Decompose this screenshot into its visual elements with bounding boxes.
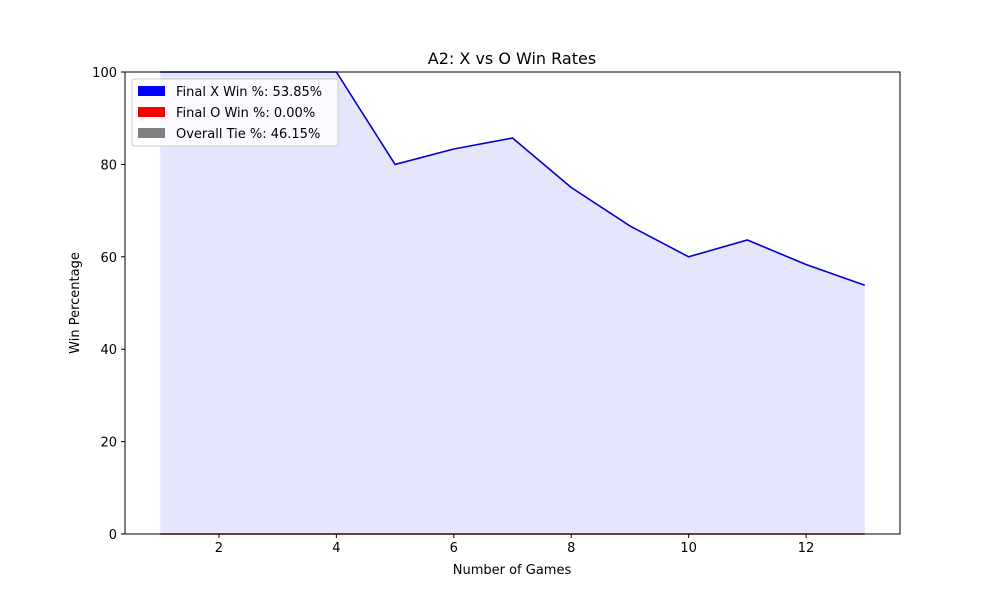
x-axis-ticks: 2 4 6 8 10 12 bbox=[215, 534, 815, 556]
legend-box bbox=[131, 78, 339, 147]
y-tick-label: 40 bbox=[100, 343, 117, 358]
legend-swatch bbox=[138, 107, 165, 117]
y-tick-label: 60 bbox=[100, 251, 117, 266]
y-tick-label: 100 bbox=[92, 66, 117, 81]
x-tick-label: 12 bbox=[798, 541, 815, 556]
plot-frame bbox=[124, 71, 901, 535]
x-tick-label: 6 bbox=[450, 541, 458, 556]
area-fills bbox=[160, 72, 865, 534]
legend-label: Final O Win %: 0.00% bbox=[176, 106, 315, 121]
x-tick-label: 4 bbox=[332, 541, 340, 556]
x-tick-label: 8 bbox=[567, 541, 575, 556]
legend-swatch bbox=[138, 86, 165, 96]
x-tick-label: 2 bbox=[215, 541, 223, 556]
legend-swatch bbox=[138, 128, 165, 138]
y-tick-label: 0 bbox=[109, 528, 117, 543]
x-axis-label: Number of Games bbox=[453, 563, 572, 578]
legend-label: Overall Tie %: 46.15% bbox=[176, 127, 320, 142]
legend: Final X Win %: 53.85% Final O Win %: 0.00… bbox=[131, 78, 339, 147]
y-tick-label: 80 bbox=[100, 158, 117, 173]
area-fill-x bbox=[160, 72, 865, 534]
x-tick-label: 10 bbox=[680, 541, 697, 556]
y-tick-label: 20 bbox=[100, 436, 117, 451]
chart-title: A2: X vs O Win Rates bbox=[428, 49, 596, 68]
y-axis-label: Win Percentage bbox=[68, 252, 83, 354]
y-axis-ticks: 0 20 40 60 80 100 bbox=[92, 66, 125, 543]
legend-label: Final X Win %: 53.85% bbox=[176, 85, 322, 100]
